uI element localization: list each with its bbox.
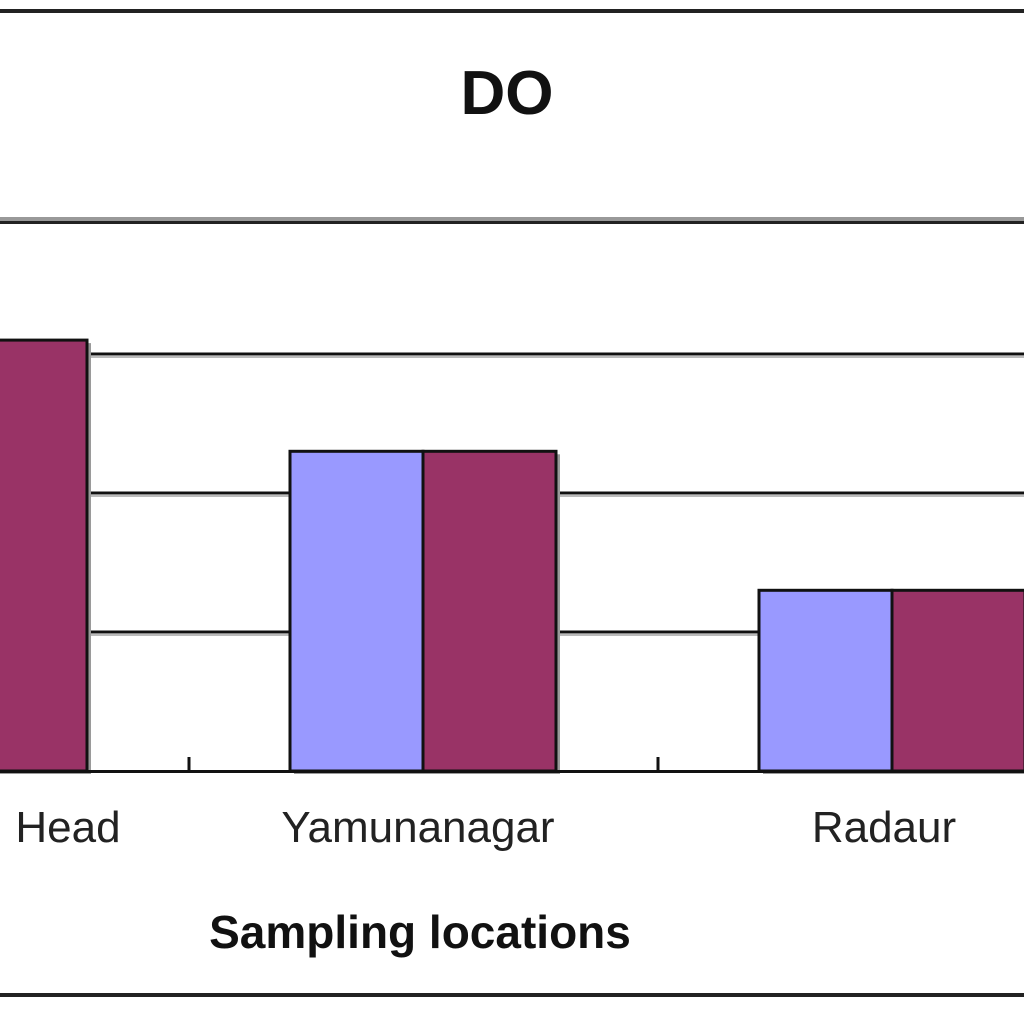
bar-s0-c2 bbox=[757, 588, 894, 773]
bars bbox=[0, 338, 1024, 774]
chart-title: DO bbox=[461, 59, 554, 128]
x-tick-label-2: Radaur bbox=[812, 803, 956, 852]
plot-area-top-border bbox=[0, 221, 1024, 224]
x-tick-label-0: Head bbox=[15, 803, 120, 852]
bar-s0-c1 bbox=[288, 449, 425, 773]
x-axis-ticks bbox=[187, 757, 660, 772]
title-panel-bottom-border bbox=[0, 217, 1024, 221]
x-tick-label-1: Yamunanagar bbox=[281, 803, 554, 852]
chart-bottom-border bbox=[0, 993, 1024, 997]
bar-s1-c1 bbox=[421, 449, 558, 773]
title-panel-top-border bbox=[0, 9, 1024, 13]
bar-s1-c0 bbox=[0, 338, 89, 773]
bar-s1-c2 bbox=[890, 588, 1024, 773]
x-axis-tick-labels: Head Yamunanagar Radaur bbox=[15, 803, 956, 852]
x-axis-line bbox=[0, 770, 1024, 773]
x-axis-label: Sampling locations bbox=[209, 906, 631, 958]
